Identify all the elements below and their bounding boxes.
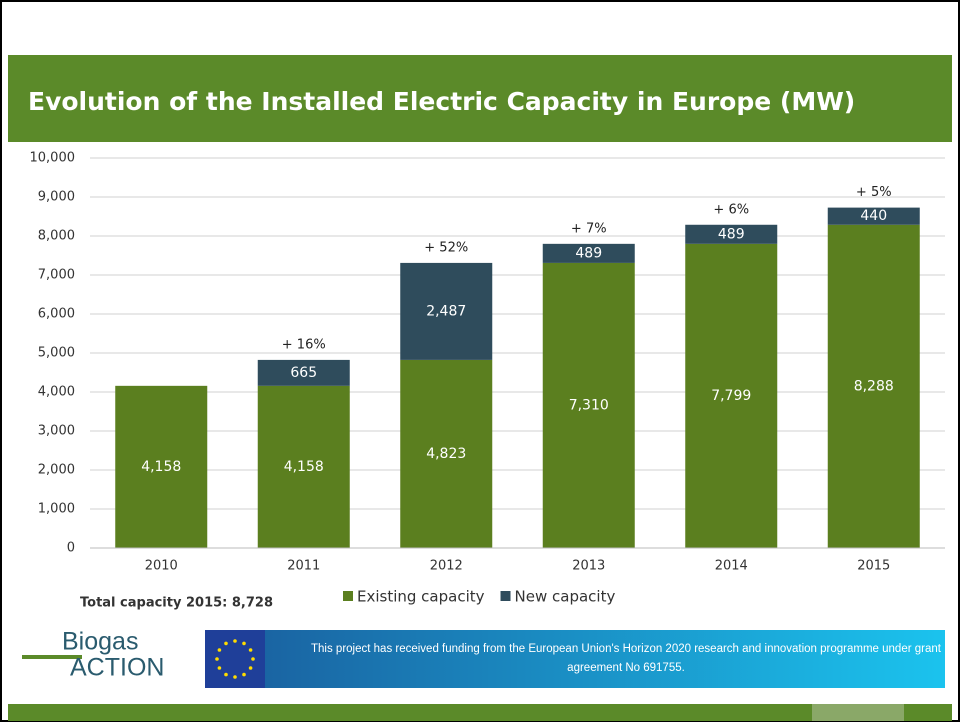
logo-top: Biogas xyxy=(62,628,138,656)
legend-swatch xyxy=(500,591,511,601)
y-tick-label: 5,000 xyxy=(38,346,75,361)
legend-label: Existing capacity xyxy=(357,588,485,606)
x-tick-label: 2015 xyxy=(857,559,890,574)
data-label: 2,487 xyxy=(426,303,466,319)
y-tick-label: 4,000 xyxy=(38,385,75,400)
bar-segment xyxy=(827,224,920,548)
bar-segment xyxy=(827,207,920,225)
data-label: 4,158 xyxy=(284,459,324,475)
funding-text: This project has received funding from t… xyxy=(311,643,942,655)
funding-banner xyxy=(205,630,945,688)
logo-bottom: ACTION xyxy=(70,654,164,682)
bar-segment xyxy=(257,385,350,548)
growth-label: + 7% xyxy=(571,221,607,236)
y-tick-label: 3,000 xyxy=(38,424,75,439)
chart-title: Evolution of the Installed Electric Capa… xyxy=(28,87,855,116)
y-tick-label: 10,000 xyxy=(30,151,76,166)
y-tick-label: 8,000 xyxy=(38,229,75,244)
eu-star xyxy=(242,672,246,677)
data-label: 489 xyxy=(575,245,602,261)
growth-label: + 16% xyxy=(282,337,326,352)
data-label: 4,823 xyxy=(426,446,466,462)
eu-star xyxy=(248,648,253,652)
legend-swatch xyxy=(343,591,353,601)
data-label: 665 xyxy=(290,365,317,381)
eu-star xyxy=(251,657,255,661)
data-label: 7,310 xyxy=(569,397,609,413)
y-tick-label: 9,000 xyxy=(38,190,75,205)
header-band xyxy=(8,55,952,142)
data-label: 4,158 xyxy=(141,459,181,475)
bar-segment xyxy=(685,224,778,244)
bar-segment xyxy=(400,262,493,360)
bar-segment xyxy=(542,243,635,263)
data-label: 8,288 xyxy=(854,378,894,394)
bar-segment xyxy=(685,243,778,549)
y-tick-label: 6,000 xyxy=(38,307,75,322)
eu-star xyxy=(242,641,246,646)
eu-star xyxy=(233,639,237,643)
y-tick-label: 7,000 xyxy=(38,268,75,283)
legend-label: New capacity xyxy=(515,588,616,606)
funding-text: agreement No 691755. xyxy=(567,662,685,674)
x-tick-label: 2013 xyxy=(572,559,605,574)
total-note: Total capacity 2015: 8,728 xyxy=(80,596,273,611)
eu-star xyxy=(217,648,222,652)
eu-star xyxy=(217,666,222,670)
data-label: 7,799 xyxy=(711,388,751,404)
x-tick-label: 2010 xyxy=(145,559,178,574)
bar-segment xyxy=(400,359,493,548)
eu-star xyxy=(233,675,237,679)
eu-star xyxy=(215,657,219,661)
data-label: 489 xyxy=(718,226,745,242)
bar-segment xyxy=(257,359,350,386)
eu-star xyxy=(224,672,228,677)
bottom-band-accent xyxy=(812,704,904,721)
bar-segment xyxy=(542,262,635,548)
growth-label: + 52% xyxy=(424,240,468,255)
growth-label: + 6% xyxy=(713,202,749,217)
eu-flag xyxy=(205,630,265,688)
logo-bar xyxy=(22,655,82,659)
data-label: 440 xyxy=(860,208,887,224)
y-tick-label: 0 xyxy=(67,541,75,556)
y-tick-label: 1,000 xyxy=(38,502,75,517)
x-tick-label: 2014 xyxy=(715,559,748,574)
eu-star xyxy=(224,641,228,646)
x-tick-label: 2011 xyxy=(287,559,320,574)
bar-segment xyxy=(115,385,208,548)
x-tick-label: 2012 xyxy=(430,559,463,574)
eu-star xyxy=(248,666,253,670)
growth-label: + 5% xyxy=(856,185,892,200)
y-tick-label: 2,000 xyxy=(38,463,75,478)
bottom-band xyxy=(8,704,952,721)
